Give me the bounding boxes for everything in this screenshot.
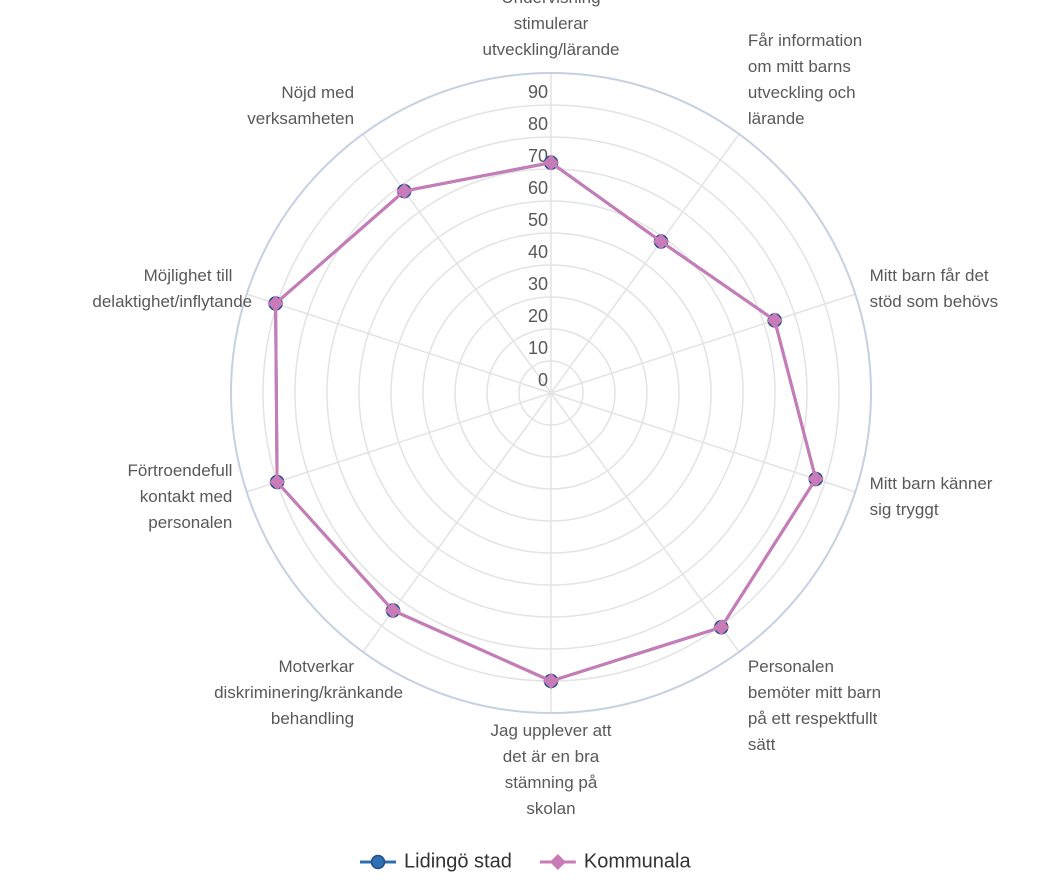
series-marker [396, 183, 413, 200]
legend-label: Lidingö stad [404, 850, 512, 872]
spoke [550, 392, 856, 493]
category-label: Motverkar diskriminering/kränkande behan… [214, 657, 404, 729]
r-tick-label: 10 [528, 338, 548, 358]
r-tick-label: 20 [528, 306, 548, 326]
series-marker [713, 619, 730, 636]
category-label: Undervisning stimulerar utveckling/läran… [482, 0, 620, 59]
spoke [246, 293, 552, 394]
legend-marker [549, 854, 566, 870]
category-label: Mitt barn känner sig tryggt [869, 473, 993, 519]
series-marker [269, 473, 286, 490]
r-tick-label: 40 [528, 242, 548, 262]
legend-marker [370, 854, 386, 870]
series-marker [766, 312, 783, 329]
r-tick-label: 0 [538, 370, 548, 390]
outer-ring [230, 72, 872, 714]
series-marker [267, 295, 284, 312]
series-marker [543, 154, 559, 171]
category-label: Får information om mitt barns utveckling… [747, 30, 863, 128]
r-tick-label: 80 [528, 114, 548, 134]
legend-label: Kommunala [584, 850, 692, 872]
r-tick-label: 90 [528, 82, 548, 102]
spoke [550, 293, 856, 394]
spoke [246, 392, 552, 493]
r-tick-label: 50 [528, 210, 548, 230]
category-label: Personalen bemöter mitt barn på ett resp… [747, 657, 882, 755]
series-marker [807, 471, 824, 488]
r-tick-label: 70 [528, 146, 548, 166]
category-label: Möjlighet till delaktighet/inflytande [92, 266, 253, 312]
category-label: Förtroendefull kontakt med personalen [127, 460, 233, 532]
series-line [274, 161, 818, 683]
r-tick-label: 60 [528, 178, 548, 198]
spoke [550, 392, 740, 653]
series-line [274, 161, 818, 683]
spoke [550, 133, 740, 394]
r-tick-label: 30 [528, 274, 548, 294]
series-marker [385, 602, 402, 619]
category-label: Jag upplever att det är en bra stämning … [490, 721, 612, 818]
series-marker [653, 233, 670, 250]
category-label: Mitt barn får det stöd som behövs [869, 266, 999, 312]
category-label: Nöjd med verksamheten [247, 82, 355, 128]
spoke [362, 133, 552, 394]
series-marker [543, 673, 559, 689]
